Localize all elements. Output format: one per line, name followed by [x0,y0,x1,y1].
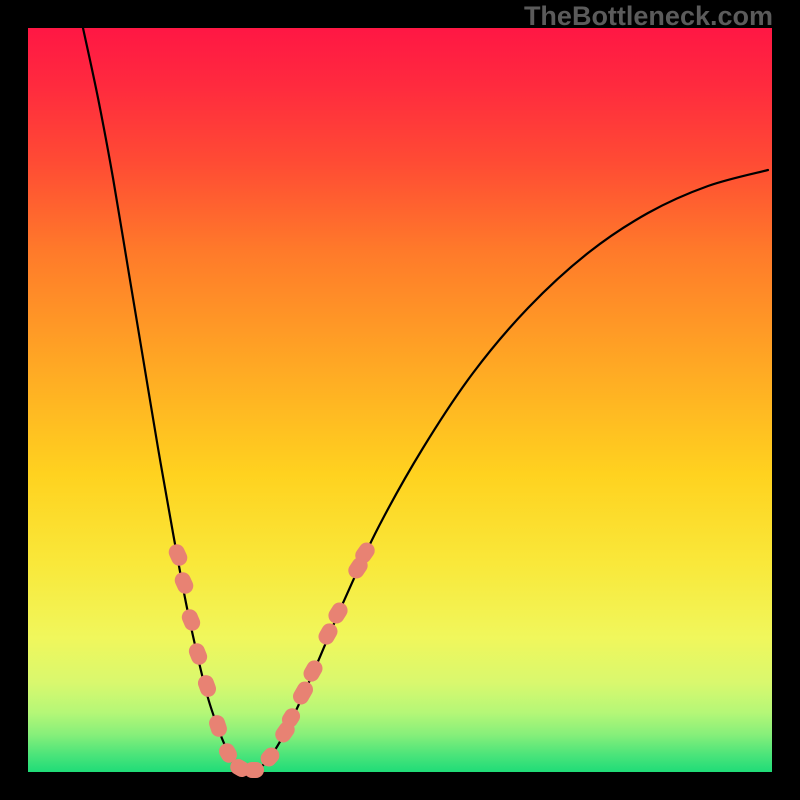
v-curve-chart [28,28,772,772]
chart-container: TheBottleneck.com [0,0,800,800]
watermark-text: TheBottleneck.com [524,1,773,32]
gradient-background [28,28,772,772]
curve-marker-left [244,762,264,778]
plot-area [28,28,772,772]
